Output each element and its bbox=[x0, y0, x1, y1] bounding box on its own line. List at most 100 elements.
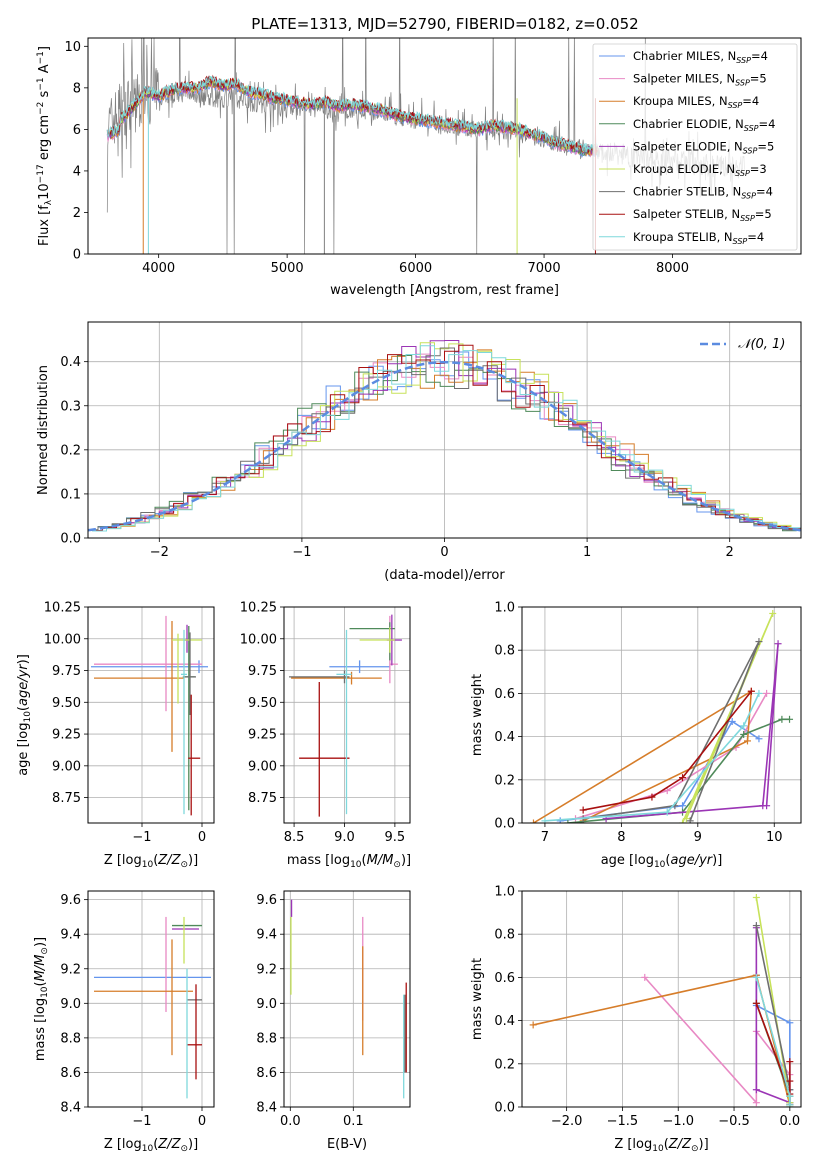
x-tick-label: 8.5 bbox=[284, 830, 305, 845]
legend-entry: Salpeter MILES, NSSP=5 bbox=[633, 72, 767, 88]
weight-line bbox=[575, 693, 768, 820]
x-tick-label: −1 bbox=[292, 545, 311, 560]
plus-marker bbox=[755, 689, 763, 697]
y-axis-label-text: mass [log10(M/M⊙)] bbox=[33, 937, 50, 1061]
plus-marker bbox=[752, 999, 760, 1007]
y-axis-label: mass weight bbox=[470, 958, 485, 1040]
x-tick-label: 0 bbox=[198, 1114, 206, 1129]
axes-border bbox=[521, 890, 802, 1108]
legend-entry-name: Chabrier STELIB bbox=[633, 185, 725, 199]
axes-frame: −2 −1 0 1 2 0.0 0.1 0.2 0.3 0.4 bbox=[60, 321, 802, 560]
y-axis-label-text: Flux [fλ10−17 erg cm−2 s−1 A−1] bbox=[36, 46, 54, 246]
y-tick-label: 0.3 bbox=[60, 399, 81, 414]
residual-histogram bbox=[88, 355, 797, 532]
plot-area bbox=[529, 893, 794, 1107]
y-axis-label: mass weight bbox=[470, 674, 485, 756]
errorbar-point bbox=[359, 627, 395, 653]
y-tick-label: 1.0 bbox=[494, 601, 515, 616]
y-tick-label: 9.00 bbox=[52, 759, 81, 774]
x-tick-label: −1.0 bbox=[662, 1114, 694, 1129]
plus-marker bbox=[556, 817, 564, 823]
legend-entry: Chabrier ELODIE, NSSP=4 bbox=[633, 117, 775, 133]
errorbar-point bbox=[94, 615, 202, 712]
y-tick-label: 9.50 bbox=[248, 696, 277, 711]
axes-border bbox=[87, 890, 215, 1108]
plus-marker bbox=[747, 687, 755, 695]
x-tick-label: 8000 bbox=[656, 261, 689, 276]
figure-title: PLATE=1313, MJD=52790, FIBERID=0182, z=0… bbox=[251, 15, 638, 33]
errorbar-point bbox=[289, 670, 350, 684]
plus-marker bbox=[740, 730, 748, 738]
x-axis-label: wavelength [Angstrom, rest frame] bbox=[330, 283, 559, 298]
legend-label: 𝒩(0, 1) bbox=[738, 337, 785, 352]
plus-marker bbox=[755, 638, 763, 646]
plus-marker bbox=[663, 808, 671, 816]
plus-marker bbox=[679, 802, 687, 810]
plus-marker bbox=[786, 1101, 794, 1107]
legend-entry-name: Chabrier MILES bbox=[633, 49, 720, 63]
axes-frame: −1 0 8.4 8.6 8.8 9.0 9.2 9.4 9.6 bbox=[60, 890, 215, 1129]
model-spectrum-line bbox=[106, 75, 598, 153]
y-tick-label: 9.00 bbox=[248, 759, 277, 774]
plus-marker bbox=[763, 802, 771, 810]
errorbar-point bbox=[187, 984, 202, 1080]
y-tick-label: 8.6 bbox=[256, 1066, 277, 1081]
y-tick-label: 10.00 bbox=[44, 632, 81, 647]
x-tick-label: 10 bbox=[766, 830, 783, 845]
weight-line bbox=[583, 690, 752, 811]
x-tick-label: −2.0 bbox=[551, 1114, 583, 1129]
plus-marker bbox=[686, 817, 694, 823]
x-tick-label: 0 bbox=[440, 545, 448, 560]
legend-entry-name: Kroupa MILES bbox=[633, 94, 712, 108]
plus-marker bbox=[529, 1021, 537, 1029]
plot-area bbox=[290, 899, 407, 1099]
x-axis-label: Z [log10(Z/Z⊙)] bbox=[104, 853, 198, 870]
x-tick-label: −2 bbox=[150, 545, 169, 560]
errorbar-point bbox=[299, 681, 350, 817]
weight-line bbox=[532, 974, 791, 1106]
plus-marker bbox=[752, 922, 760, 930]
legend-entry-name: Chabrier ELODIE bbox=[633, 117, 728, 131]
axes-frame: 4000 5000 6000 7000 8000 0 2 4 6 8 10 bbox=[64, 37, 802, 276]
plus-marker bbox=[564, 819, 572, 823]
plus-marker bbox=[786, 1058, 794, 1066]
y-tick-label: 9.50 bbox=[52, 696, 81, 711]
errorbar-point bbox=[349, 622, 395, 661]
y-tick-label: 9.6 bbox=[60, 893, 81, 908]
plus-marker bbox=[682, 815, 690, 823]
axes-frame: −2.0 −1.5 −1.0 −0.5 0.0 0.0 0.2 0.4 0.6 0.8 1.0 bbox=[494, 885, 802, 1129]
weight-vs-Z-panel: −2.0 −1.5 −1.0 −0.5 0.0 0.0 0.2 0.4 0.6 0.8 1.0 Z [… bbox=[470, 885, 802, 1154]
x-tick-label: 1 bbox=[583, 545, 591, 560]
legend-entry-name: Salpeter STELIB bbox=[633, 207, 724, 221]
y-tick-label: 0.6 bbox=[494, 687, 515, 702]
y-tick-label: 9.75 bbox=[248, 664, 277, 679]
plus-marker bbox=[774, 640, 782, 648]
plus-marker bbox=[529, 819, 537, 823]
y-tick-label: 9.4 bbox=[256, 928, 277, 943]
y-tick-label: 1.0 bbox=[494, 885, 515, 900]
errorbar-point bbox=[188, 694, 201, 816]
plus-marker bbox=[541, 817, 549, 823]
axes-border bbox=[283, 890, 411, 1108]
x-axis-label: mass [log10(M/M⊙)] bbox=[287, 853, 411, 870]
y-tick-label: 8.8 bbox=[256, 1031, 277, 1046]
axes-frame: 7 8 9 10 0.0 0.2 0.4 0.6 0.8 1.0 bbox=[494, 601, 802, 845]
y-tick-label: 9.25 bbox=[248, 728, 277, 743]
x-tick-label: 0.0 bbox=[280, 1114, 301, 1129]
x-tick-label: 9.0 bbox=[334, 830, 355, 845]
plus-marker bbox=[786, 1019, 794, 1027]
weight-vs-age-panel: 7 8 9 10 0.0 0.2 0.4 0.6 0.8 1.0 age [log10(age/yr… bbox=[470, 601, 802, 870]
x-tick-label: 7 bbox=[541, 830, 549, 845]
legend-entry: Chabrier MILES, NSSP=4 bbox=[633, 49, 768, 65]
x-axis-label: (data-model)/error bbox=[384, 568, 505, 583]
plot-area bbox=[88, 340, 801, 532]
y-tick-label: 0.4 bbox=[494, 1014, 515, 1029]
y-tick-label: 8 bbox=[73, 81, 81, 96]
x-tick-label: 7000 bbox=[528, 261, 561, 276]
residual-histogram bbox=[92, 349, 801, 532]
y-tick-label: 10 bbox=[64, 40, 81, 55]
y-axis-label: Normed distribution bbox=[36, 365, 51, 495]
y-tick-label: 0.2 bbox=[60, 443, 81, 458]
legend-entry: Kroupa STELIB, NSSP=4 bbox=[633, 230, 764, 246]
